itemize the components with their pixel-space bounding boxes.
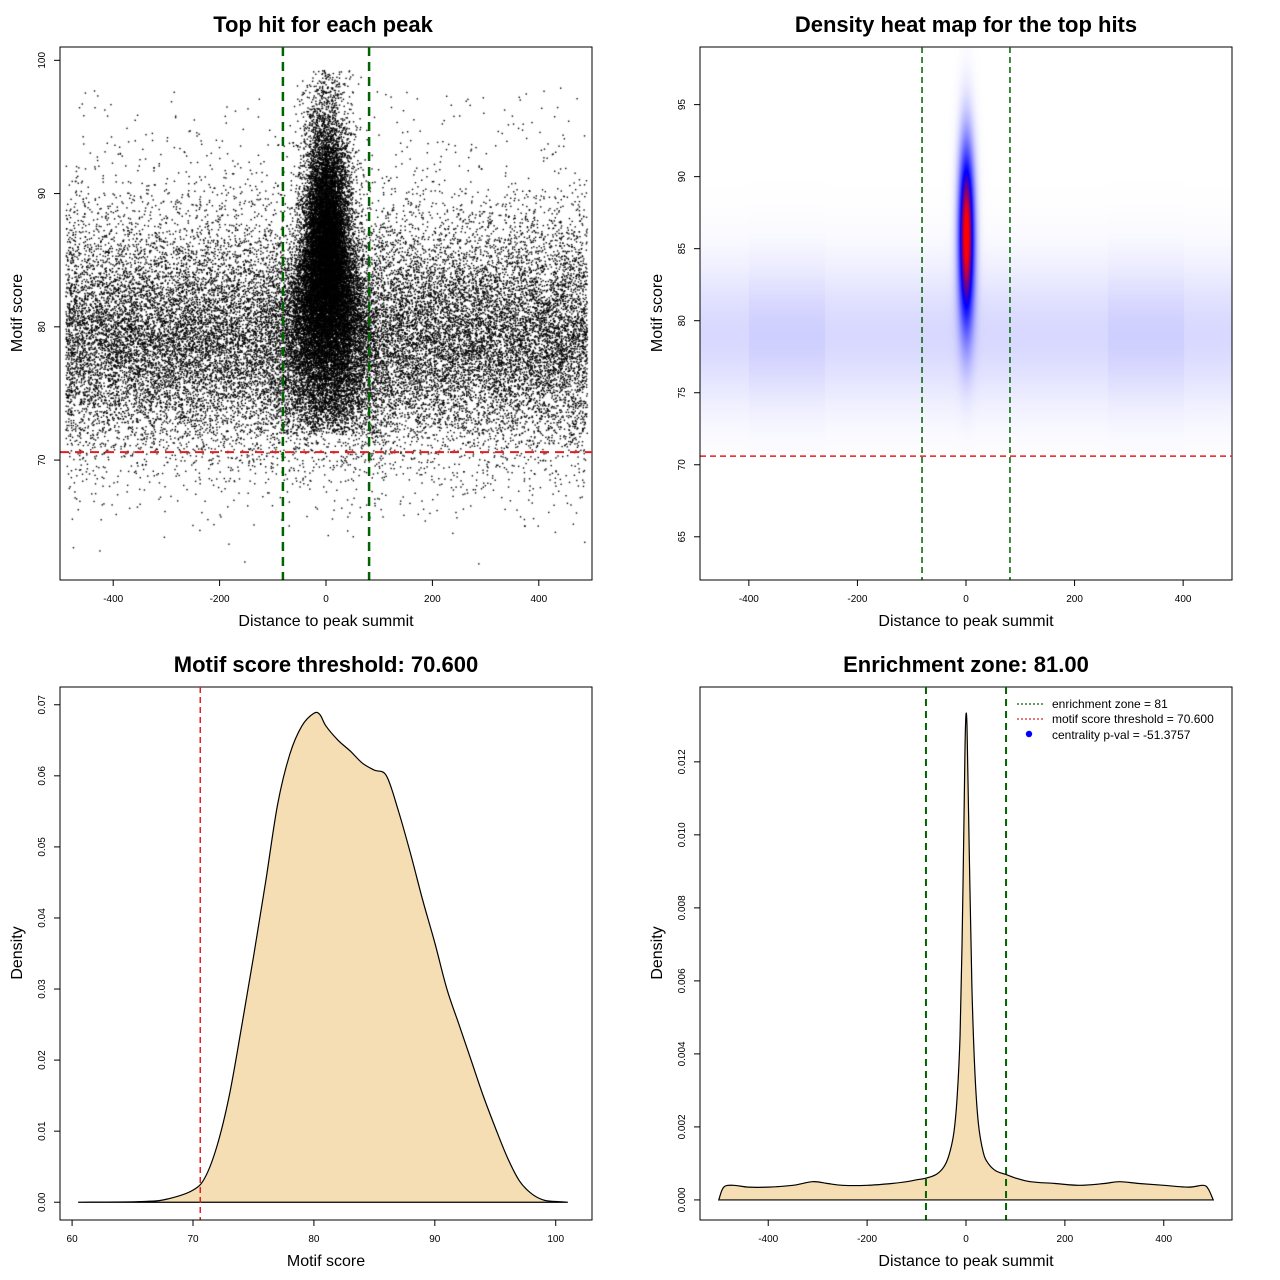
x-tick-label: -400 [739,594,759,605]
x-tick-label: 80 [308,1234,320,1245]
y-tick-label: 90 [677,171,688,183]
chart-title: Top hit for each peak [213,12,433,37]
x-tick-label: 0 [323,594,329,605]
y-tick-label: 0.000 [677,1187,688,1212]
legend-entry-centrality: centrality p-val = -51.3757 [1052,728,1191,742]
x-tick-label: -200 [857,1234,877,1245]
x-tick-label: 0 [963,1234,969,1245]
density-area [717,712,1215,1201]
x-tick-label: 60 [67,1234,79,1245]
y-tick-label: 0.006 [677,968,688,993]
x-axis-label: Distance to peak summit [878,1253,1054,1270]
y-tick-label: 0.002 [677,1114,688,1139]
x-tick-label: 400 [1175,594,1192,605]
y-axis: 65 70 75 80 85 90 95 [677,99,701,543]
y-axis-label: Motif score [649,274,666,352]
x-tick-label: 200 [1066,594,1083,605]
x-axis: -400 -200 0 200 400 [103,579,548,605]
y-axis-label: Density [649,926,666,979]
y-tick-label: 100 [37,52,48,69]
y-tick-label: 0.008 [677,895,688,920]
y-tick-label: 0.010 [677,822,688,847]
scatter-panel: Top hit for each peak -400 -200 0 200 400 70… [9,12,593,630]
y-axis-label: Density [9,926,26,979]
y-tick-label: 75 [677,387,688,399]
legend-entry-score-threshold: motif score threshold = 70.600 [1052,712,1214,726]
y-tick-label: 0.03 [37,979,48,999]
y-tick-label: 70 [37,454,48,466]
y-tick-label: 0.00 [37,1192,48,1212]
y-tick-label: 90 [37,188,48,200]
y-tick-label: 0.04 [37,908,48,928]
y-tick-label: 80 [677,315,688,327]
y-tick-label: 0.004 [677,1041,688,1066]
x-tick-label: -400 [103,594,123,605]
y-tick-label: 65 [677,531,688,543]
y-tick-label: 0.05 [37,837,48,857]
density-area [78,711,568,1203]
y-axis: 0.000 0.002 0.004 0.006 0.008 0.010 0.012 [677,749,701,1212]
y-axis: 0.00 0.01 0.02 0.03 0.04 0.05 0.06 0.07 [37,695,61,1212]
x-tick-label: -200 [847,594,867,605]
x-tick-label: 200 [424,594,441,605]
y-tick-label: 0.07 [37,695,48,715]
y-tick-label: 0.012 [677,749,688,774]
x-axis: -400 -200 0 200 400 [739,579,1192,605]
y-tick-label: 0.02 [37,1050,48,1070]
x-axis-label: Distance to peak summit [238,613,414,630]
x-axis-label: Distance to peak summit [878,613,1054,630]
x-tick-label: 200 [1057,1234,1074,1245]
chart-title: Motif score threshold: 70.600 [174,652,478,677]
y-axis: 70 80 90 100 [37,52,61,466]
x-tick-label: 400 [1155,1234,1172,1245]
x-axis: 60 70 80 90 100 [67,1219,565,1245]
x-tick-label: 90 [429,1234,441,1245]
scatter-points-layer [61,48,591,579]
heatmap-panel: Density heat map for the top hits -400 -2… [649,12,1233,630]
x-axis: -400 -200 0 200 400 [758,1219,1173,1245]
score-density-panel: Motif score threshold: 70.600 60 70 80 90 10… [9,652,593,1270]
y-tick-label: 85 [677,243,688,255]
x-tick-label: -400 [758,1234,778,1245]
chart-title: Enrichment zone: 81.00 [843,652,1089,677]
legend-entry-enrichment-zone: enrichment zone = 81 [1052,697,1168,711]
y-tick-label: 95 [677,99,688,111]
x-tick-label: 100 [547,1234,564,1245]
scatter-guides [60,47,592,580]
chart-title: Density heat map for the top hits [795,12,1137,37]
x-tick-label: 0 [963,594,969,605]
y-tick-label: 0.01 [37,1121,48,1141]
x-tick-label: 400 [530,594,547,605]
x-tick-label: 70 [187,1234,199,1245]
y-tick-label: 70 [677,459,688,471]
x-axis-label: Motif score [287,1253,365,1270]
heatmap-guides [700,47,1232,580]
y-axis-label: Motif score [9,274,26,352]
heatmap-layer [700,47,1232,580]
y-tick-label: 0.06 [37,766,48,786]
y-tick-label: 80 [37,321,48,333]
legend-swatch-centrality [1025,730,1033,738]
legend: enrichment zone = 81 motif score thresho… [1017,697,1214,742]
x-tick-label: -200 [210,594,230,605]
distance-density-panel: Enrichment zone: 81.00 enrichment zone =… [649,652,1233,1270]
